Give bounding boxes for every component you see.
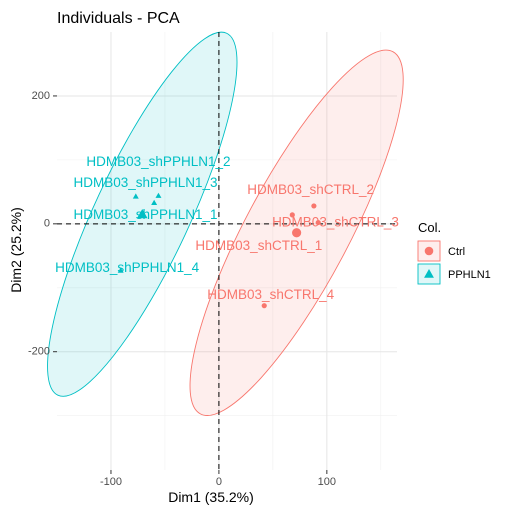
y-tick-label: 200: [32, 90, 50, 102]
legend-marker: [424, 269, 434, 278]
point-label: HDMB03_shCTRL_4: [207, 287, 334, 302]
legend: Col. Ctrl PPHLN1: [417, 220, 491, 285]
point-label: HDMB03_shPPHLN1_1: [73, 207, 217, 222]
x-tick-label: 100: [318, 476, 336, 488]
y-tick-label: 0: [44, 218, 50, 230]
data-points: [117, 192, 321, 309]
legend-label: PPHLN1: [448, 269, 491, 281]
legend-item-pphln1: PPHLN1: [417, 263, 491, 285]
y-tick-label: -200: [28, 346, 50, 358]
point-label: HDMB03_shCTRL_1: [195, 238, 322, 253]
legend-label: Ctrl: [448, 246, 465, 258]
data-point: [155, 192, 162, 198]
legend-marker: [424, 246, 434, 256]
y-axis-title: Dim2 (25.2%): [8, 207, 24, 293]
data-point: [315, 219, 321, 226]
centroid-ctrl: [292, 228, 302, 238]
legend-item-ctrl: Ctrl: [417, 240, 465, 262]
x-axis-title: Dim1 (35.2%): [168, 489, 254, 505]
data-point: [311, 203, 317, 209]
chart-title: Individuals - PCA: [57, 10, 180, 27]
centroid-pphln1: [136, 208, 148, 219]
data-point: [261, 303, 267, 309]
legend-items: Ctrl PPHLN1: [417, 240, 491, 285]
data-point: [117, 267, 124, 273]
reference-lines: [57, 32, 397, 470]
legend-title: Col.: [418, 220, 441, 235]
axes: -100 0 100 -200 0 200: [28, 90, 336, 488]
x-tick-label: -100: [100, 476, 122, 488]
data-point: [151, 199, 158, 205]
point-label: HDMB03_shCTRL_2: [247, 182, 374, 197]
point-label: HDMB03_shPPHLN1_2: [86, 154, 230, 169]
point-label: HDMB03_shCTRL_3: [272, 215, 399, 230]
data-point: [132, 193, 139, 199]
x-tick-label: 0: [216, 476, 222, 488]
point-label: HDMB03_shPPHLN1_4: [55, 260, 200, 275]
plot-panel: HDMB03_shCTRL_2 HDMB03_shCTRL_3 HDMB03_shC…: [47, 31, 404, 470]
point-labels: HDMB03_shCTRL_2 HDMB03_shCTRL_3 HDMB03_shC…: [55, 154, 399, 302]
data-point: [289, 212, 295, 218]
point-label: HDMB03_shPPHLN1_3: [73, 175, 217, 190]
